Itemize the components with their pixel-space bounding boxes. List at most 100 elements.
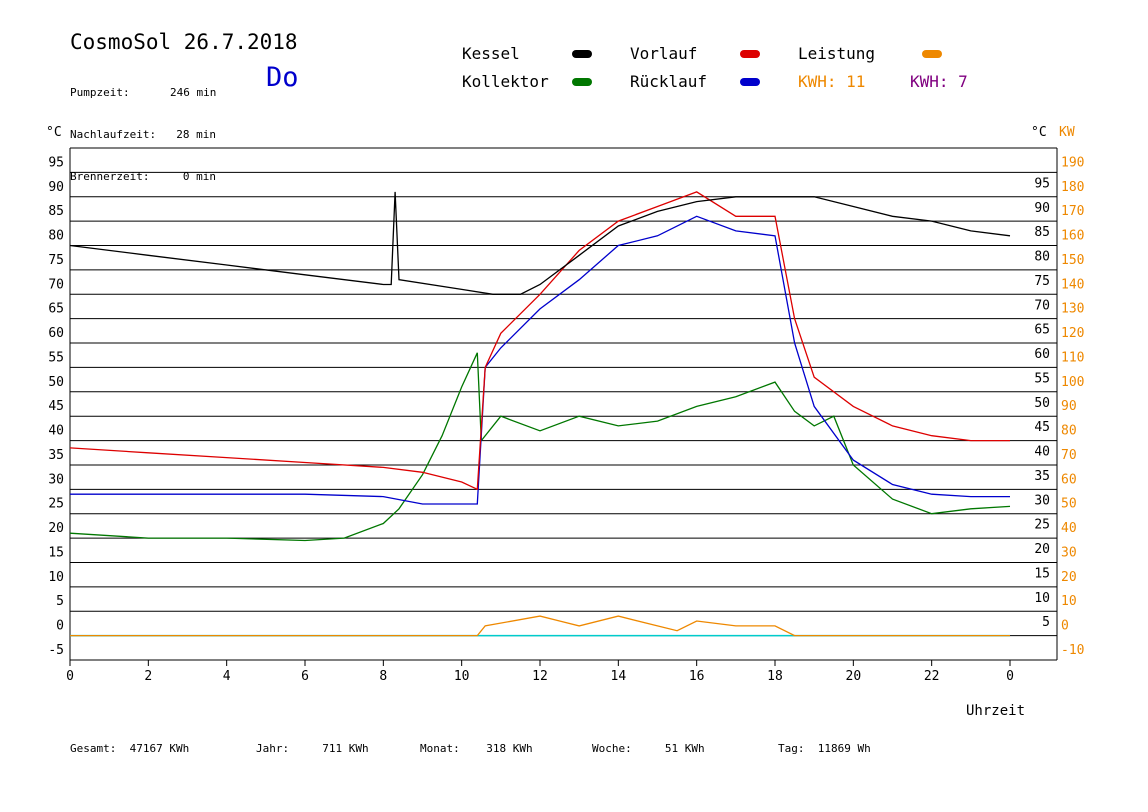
y-tick-label-left: 60 bbox=[48, 326, 64, 341]
series-ruecklauf-line bbox=[70, 215, 1010, 505]
y-tick-label-right-power: 100 bbox=[1061, 375, 1084, 390]
x-tick-label: 14 bbox=[611, 669, 627, 684]
y-tick-label-left: 40 bbox=[48, 424, 64, 439]
y-tick-label-right-power: 10 bbox=[1061, 594, 1077, 609]
legend-leistung-swatch bbox=[922, 50, 942, 58]
y-unit-right-temp: °C bbox=[1031, 125, 1047, 140]
footer-value: 711 KWh bbox=[322, 742, 369, 755]
y-tick-label-right-power: -10 bbox=[1061, 643, 1084, 658]
y-tick-label-right-temp: 35 bbox=[1034, 469, 1050, 484]
y-tick-label-right-power: 140 bbox=[1061, 277, 1084, 292]
grid-lines bbox=[70, 147, 1057, 661]
y-tick-label-left: 35 bbox=[48, 448, 64, 463]
stat-row: Nachlaufzeit: 28 min bbox=[70, 128, 216, 142]
y-tick-label-right-temp: 85 bbox=[1034, 225, 1050, 240]
legend-vorlauf-label: Vorlauf bbox=[630, 44, 698, 63]
y-tick-label-right-power: 30 bbox=[1061, 545, 1077, 560]
y-tick-label-right-power: 0 bbox=[1061, 619, 1069, 634]
y-tick-label-right-power: 50 bbox=[1061, 497, 1077, 512]
y-tick-label-right-power: 110 bbox=[1061, 350, 1084, 365]
x-tick-label: 12 bbox=[532, 669, 548, 684]
footer-label: Woche: bbox=[592, 742, 632, 755]
y-tick-label-right-power: 150 bbox=[1061, 253, 1084, 268]
y-tick-label-right-power: 190 bbox=[1061, 155, 1084, 170]
y-tick-label-left: 50 bbox=[48, 375, 64, 390]
y-tick-label-left: 65 bbox=[48, 302, 64, 317]
footer-label: Monat: bbox=[420, 742, 460, 755]
axis-labels: 0 2 4 6 8 10 12 14 16 18 20 22 0-5051015202530354045… bbox=[46, 125, 1084, 719]
y-tick-label-left: 55 bbox=[48, 350, 64, 365]
legend-kollektor-label: Kollektor bbox=[462, 72, 549, 91]
y-tick-label-right-power: 170 bbox=[1061, 204, 1084, 219]
y-tick-label-right-temp: 50 bbox=[1034, 396, 1050, 411]
y-tick-label-right-temp: 5 bbox=[1042, 615, 1050, 630]
y-tick-label-right-power: 70 bbox=[1061, 448, 1077, 463]
footer-month: Monat: 318 KWh bbox=[420, 742, 533, 755]
footer-value: 47167 KWh bbox=[129, 742, 190, 755]
y-tick-label-right-power: 180 bbox=[1061, 180, 1084, 195]
y-tick-label-right-temp: 65 bbox=[1034, 323, 1050, 338]
y-tick-label-left: 0 bbox=[56, 619, 64, 634]
y-tick-label-right-power: 160 bbox=[1061, 229, 1084, 244]
y-tick-label-right-temp: 70 bbox=[1034, 298, 1050, 313]
chart-title: CosmoSol 26.7.2018 bbox=[70, 30, 298, 54]
x-tick-label: 4 bbox=[223, 669, 231, 684]
y-tick-label-right-temp: 75 bbox=[1034, 274, 1050, 289]
footer-value: 318 KWh bbox=[486, 742, 533, 755]
y-tick-label-right-power: 90 bbox=[1061, 399, 1077, 414]
stat-row: Pumpzeit: 246 min bbox=[70, 86, 216, 100]
footer-label: Gesamt: bbox=[70, 742, 117, 755]
stat-label: Pumpzeit: bbox=[70, 86, 130, 99]
legend-ruecklauf-swatch bbox=[740, 78, 760, 86]
stats-block: Pumpzeit: 246 min Nachlaufzeit: 28 min Bre… bbox=[70, 58, 216, 198]
footer-total: Gesamt: 47167 KWh bbox=[70, 742, 189, 755]
y-tick-label-right-power: 120 bbox=[1061, 326, 1084, 341]
y-tick-label-right-power: 40 bbox=[1061, 521, 1077, 536]
y-tick-label-left: 30 bbox=[48, 472, 64, 487]
y-tick-label-right-temp: 80 bbox=[1034, 250, 1050, 265]
series-lines bbox=[69, 191, 1011, 637]
y-tick-label-left: 85 bbox=[48, 204, 64, 219]
y-tick-label-left: -5 bbox=[48, 643, 64, 658]
stat-value: 246 min bbox=[170, 86, 217, 99]
series-kessel-line bbox=[69, 191, 1011, 295]
y-tick-label-right-temp: 25 bbox=[1034, 518, 1050, 533]
x-tick-label: 22 bbox=[924, 669, 940, 684]
legend-kollektor-swatch bbox=[572, 78, 592, 86]
stat-value: 28 min bbox=[176, 128, 216, 141]
y-tick-label-right-power: 80 bbox=[1061, 424, 1077, 439]
y-tick-label-right-temp: 60 bbox=[1034, 347, 1050, 362]
series-vorlauf-line bbox=[69, 191, 1010, 491]
x-tick-label: 0 bbox=[66, 669, 74, 684]
x-tick-label: 6 bbox=[301, 669, 309, 684]
y-tick-label-right-temp: 95 bbox=[1034, 176, 1050, 191]
footer-label: Jahr: bbox=[256, 742, 290, 755]
y-tick-label-right-temp: 55 bbox=[1034, 371, 1050, 386]
y-tick-label-right-temp: 45 bbox=[1034, 420, 1050, 435]
x-tick-label: 18 bbox=[767, 669, 783, 684]
y-tick-label-left: 45 bbox=[48, 399, 64, 414]
y-tick-label-right-temp: 30 bbox=[1034, 493, 1050, 508]
legend-kessel-swatch bbox=[572, 50, 592, 58]
y-tick-label-left: 25 bbox=[48, 497, 64, 512]
x-tick-label: 10 bbox=[454, 669, 470, 684]
x-tick-label: 16 bbox=[689, 669, 705, 684]
y-tick-label-left: 20 bbox=[48, 521, 64, 536]
series-kollektor-line bbox=[69, 352, 1011, 542]
y-tick-label-right-temp: 10 bbox=[1034, 591, 1050, 606]
weekday-label: Do bbox=[266, 62, 299, 93]
y-tick-label-right-temp: 90 bbox=[1034, 201, 1050, 216]
y-tick-label-left: 5 bbox=[56, 594, 64, 609]
x-tick-label: 2 bbox=[144, 669, 152, 684]
series-leistung-line bbox=[70, 615, 1010, 637]
y-tick-label-left: 90 bbox=[48, 180, 64, 195]
y-tick-label-left: 10 bbox=[48, 570, 64, 585]
stat-row: Brennerzeit: 0 min bbox=[70, 170, 216, 184]
footer-week: Woche: 51 KWh bbox=[592, 742, 705, 755]
y-tick-label-right-power: 20 bbox=[1061, 570, 1077, 585]
y-tick-label-right-temp: 40 bbox=[1034, 445, 1050, 460]
stat-label: Brennerzeit: bbox=[70, 170, 150, 183]
y-tick-label-left: 75 bbox=[48, 253, 64, 268]
x-tick-label: 8 bbox=[379, 669, 387, 684]
